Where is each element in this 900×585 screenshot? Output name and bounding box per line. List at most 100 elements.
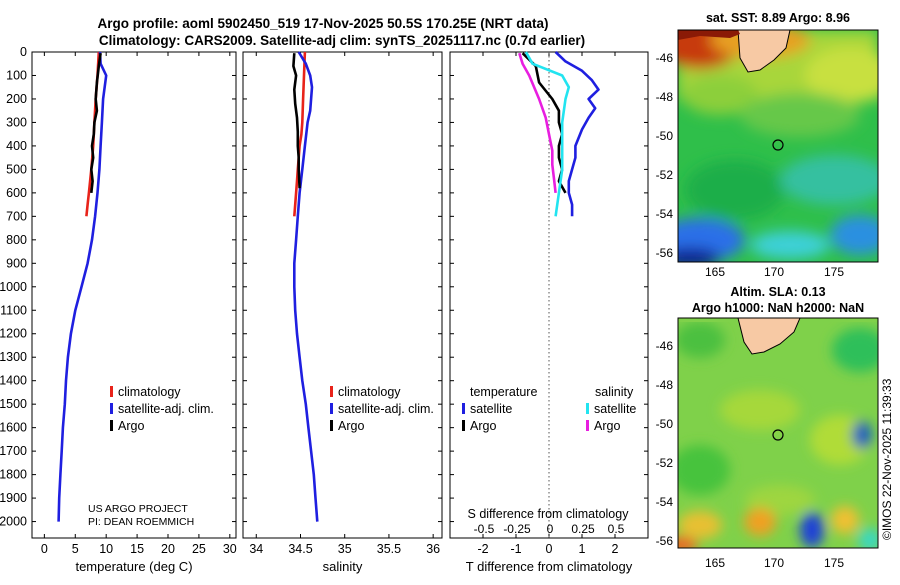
s-difference-axis-label: S difference from climatology [468,507,630,521]
figure-title-line2: Climatology: CARS2009. Satellite-adj cli… [99,33,585,48]
temperature-legend: climatology satellite-adj. clim. Argo [110,385,214,433]
series-t-satellite-line [554,51,600,217]
imos-watermark: ©IMOS 22-Nov-2025 11:39:33 [880,378,894,540]
s-tick-label: 0.25 [571,522,595,536]
salinity-panel: 34 34.5 35 35.5 36 salinity [242,51,443,574]
series-argo-line [292,53,301,189]
y-tick-label: 1600 [0,421,27,435]
sla-argo-marker [772,429,784,441]
sst-y-tick: -54 [656,207,674,221]
y-tick-label: 500 [6,162,27,176]
y-tick-label: 600 [6,186,27,200]
x-tick-label: 30 [223,542,237,556]
series-satellite-adj-clim-line [292,51,319,522]
sst-map-frame [677,29,879,263]
figure-title-line1: Argo profile: aoml 5902450_519 17-Nov-20… [98,16,549,31]
sst-x-tick: 165 [705,265,725,279]
sla-map-axis-ticks: 165 170 175 -46 -48 -50 -52 -54 -56 [656,339,845,570]
plot-frame [31,51,237,539]
difference-legend: temperature satellite Argo salinity sate… [462,385,636,433]
legend-label-satellite: satellite-adj. clim. [338,402,434,416]
s-tick-label: -0.5 [474,522,495,536]
legend-label-s-argo: Argo [594,419,620,433]
legend-swatch-satellite [330,403,333,414]
sla-x-tick: 170 [764,556,784,570]
y-tick-label: 0 [20,45,27,59]
y-tick-label: 1900 [0,491,27,505]
legend-swatch-argo [330,420,333,431]
sst-y-tick: -56 [656,246,674,260]
y-tick-label: 1200 [0,327,27,341]
legend-title-temperature: temperature [470,385,537,399]
y-tick-label: 1400 [0,374,27,388]
legend-swatch-t-argo [462,420,465,431]
sst-x-tick: 175 [824,265,844,279]
x-tick-label: 15 [130,542,144,556]
legend-label-t-satellite: satellite [470,402,512,416]
temperature-panel: 0100200300400500600700800900100011001200… [0,45,237,574]
x-tick-label: 36 [426,542,440,556]
legend-title-salinity: salinity [595,385,634,399]
legend-swatch-climatology [330,386,333,397]
x-tick-label: 35 [338,542,352,556]
x-tick-label: 5 [72,542,79,556]
y-tick-label: 400 [6,139,27,153]
y-tick-label: 1500 [0,397,27,411]
salinity-legend: climatology satellite-adj. clim. Argo [330,385,434,433]
y-tick-label: 100 [6,68,27,82]
legend-swatch-s-argo [586,420,589,431]
x-tick-label: -2 [477,542,488,556]
y-tick-label: 200 [6,92,27,106]
legend-label-argo: Argo [118,419,144,433]
x-axis-label: salinity [323,559,363,574]
legend-swatch-climatology [110,386,113,397]
y-tick-label: 1000 [0,280,27,294]
sst-map-title: sat. SST: 8.89 Argo: 8.96 [706,11,850,25]
s-tick-label: -0.25 [503,522,531,536]
y-tick-label: 1100 [0,303,27,317]
legend-swatch-satellite [110,403,113,414]
sst-y-tick: -48 [656,90,674,104]
x-tick-label: 34 [249,542,263,556]
legend-label-argo: Argo [338,419,364,433]
plot-frame [242,51,443,539]
series-satellite-adj-clim-line [57,51,108,522]
legend-label-satellite: satellite-adj. clim. [118,402,214,416]
s-tick-label: 0.5 [608,522,625,536]
legend-label-t-argo: Argo [470,419,496,433]
y-tick-label: 1300 [0,350,27,364]
sst-y-tick: -52 [656,168,674,182]
y-tick-label: 2000 [0,515,27,529]
sla-map-frame [677,317,879,549]
pi-credit: PI: DEAN ROEMMICH [88,516,194,528]
sst-argo-marker [772,139,784,151]
y-tick-label: 900 [6,256,27,270]
x-axis-label: temperature (deg C) [75,559,192,574]
difference-panel: -2 -1 0 1 2 T difference from climatology [449,51,649,574]
sst-x-tick: 170 [764,265,784,279]
sla-x-tick: 165 [705,556,725,570]
sla-x-tick: 175 [824,556,844,570]
sla-y-tick: -56 [656,534,674,548]
sla-y-tick: -54 [656,495,674,509]
y-tick-label: 1700 [0,444,27,458]
sst-map-axis-ticks: 165 170 175 -46 -48 -50 -52 -54 -56 [656,51,845,279]
sst-y-tick: -50 [656,129,674,143]
x-tick-label: 35.5 [377,542,401,556]
x-tick-label: 34.5 [288,542,312,556]
sla-y-tick: -46 [656,339,674,353]
sla-map-field [678,318,878,548]
legend-swatch-t-satellite [462,403,465,414]
sla-map-title-line1: Altim. SLA: 0.13 [730,285,825,299]
x-tick-label: 25 [192,542,206,556]
sla-map-title-line2: Argo h1000: NaN h2000: NaN [692,301,864,315]
legend-label-s-satellite: satellite [594,402,636,416]
x-tick-label: 0 [41,542,48,556]
x-tick-label: -1 [510,542,521,556]
s-tick-label: 0 [547,522,554,536]
legend-swatch-s-satellite [586,403,589,414]
series-argo-line [90,53,102,194]
y-tick-label: 300 [6,115,27,129]
